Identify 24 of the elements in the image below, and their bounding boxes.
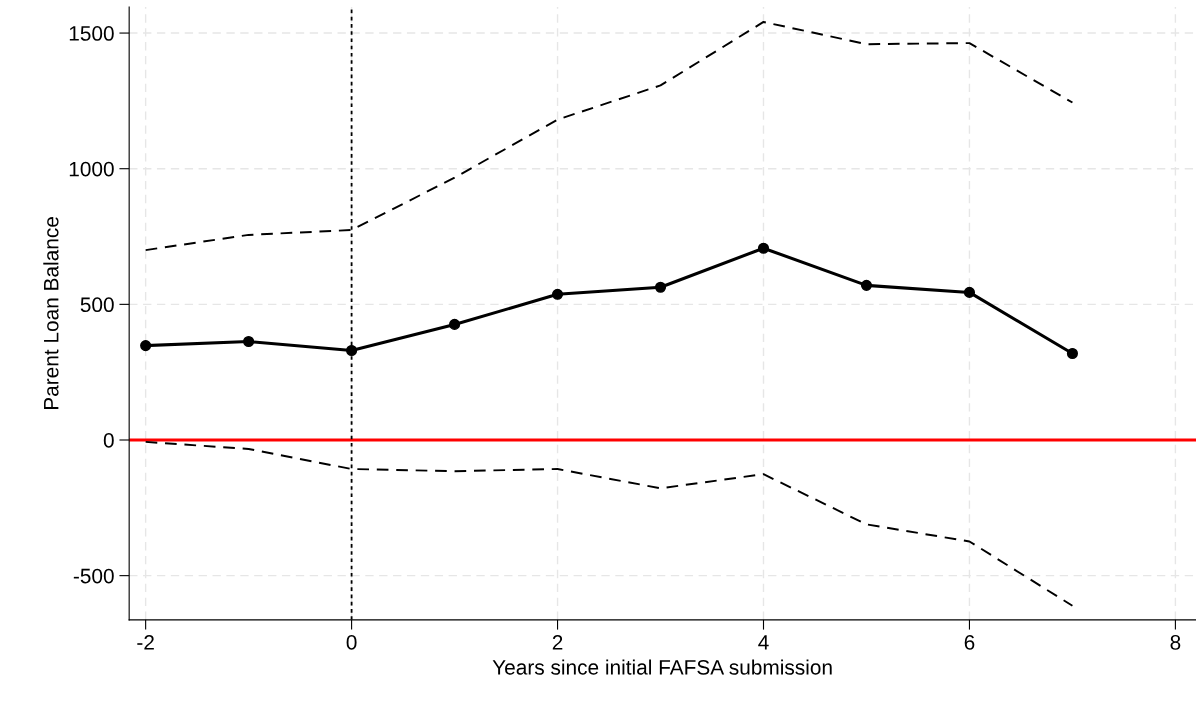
- point: [860, 279, 873, 291]
- point: [1066, 347, 1078, 360]
- point: [654, 281, 667, 293]
- point: [551, 288, 564, 300]
- x-tick-label: 8: [1170, 635, 1181, 650]
- y-tick-label: 1500: [69, 26, 114, 41]
- x-tick-label: -2: [137, 635, 154, 650]
- x-tick-label: 0: [346, 635, 357, 650]
- y-tick-label: 0: [103, 433, 114, 448]
- x-tick-label: 4: [758, 635, 769, 650]
- line-series: [144, 440, 1074, 607]
- y-tick-label: -500: [73, 568, 114, 584]
- point: [963, 286, 976, 298]
- x-tick-label: 2: [552, 635, 563, 650]
- point: [346, 344, 358, 357]
- point: [757, 242, 770, 254]
- y-axis-title: Parent Loan Balance: [43, 217, 59, 410]
- x-tick-label: 6: [964, 635, 975, 650]
- y-tick-label: 1000: [69, 161, 114, 177]
- y-tick-label: 500: [80, 297, 114, 313]
- point: [449, 318, 461, 330]
- x-axis-title: Years since initial FAFSA submission: [492, 659, 832, 675]
- point: [243, 335, 255, 348]
- point: [140, 340, 152, 352]
